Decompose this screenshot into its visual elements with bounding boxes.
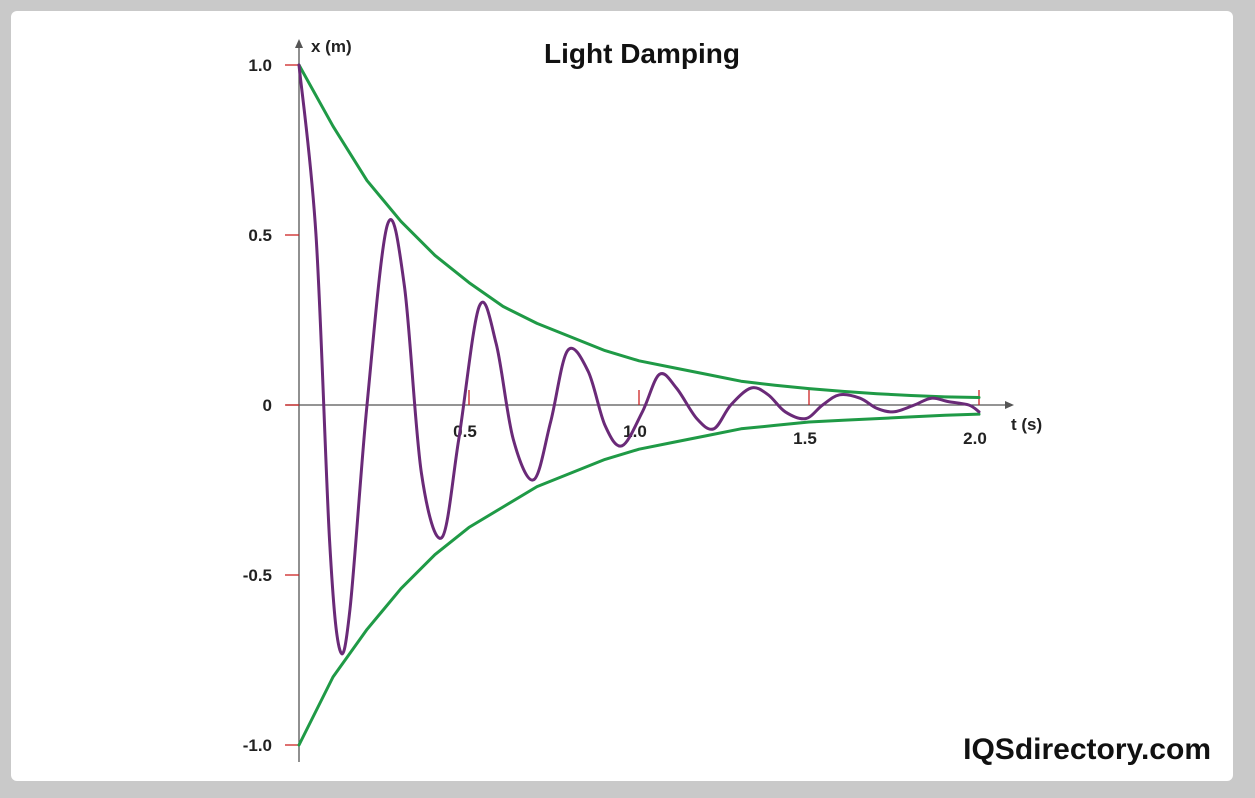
x-tick-label: 0.5 xyxy=(453,422,477,441)
y-tick-label: 1.0 xyxy=(248,56,272,75)
y-axis-label: x (m) xyxy=(311,37,352,56)
y-tick-label: 0 xyxy=(263,396,272,415)
oscillation-line xyxy=(297,63,981,656)
y-axis-arrow xyxy=(295,39,303,48)
chart-frame xyxy=(11,11,1233,781)
lower-envelope-line xyxy=(297,412,981,747)
y-tick-label: -0.5 xyxy=(243,566,272,585)
upper-envelope-line xyxy=(297,63,981,400)
series-group xyxy=(297,63,981,747)
chart-title: Light Damping xyxy=(544,38,740,69)
x-tick-label: 1.5 xyxy=(793,429,817,448)
x-axis-arrow xyxy=(1005,401,1014,409)
x-axis-label: t (s) xyxy=(1011,415,1042,434)
y-tick-label: -1.0 xyxy=(243,736,272,755)
brand-watermark: IQSdirectory.com xyxy=(963,733,1211,766)
x-tick-label: 2.0 xyxy=(963,429,987,448)
y-tick-label: 0.5 xyxy=(248,226,272,245)
